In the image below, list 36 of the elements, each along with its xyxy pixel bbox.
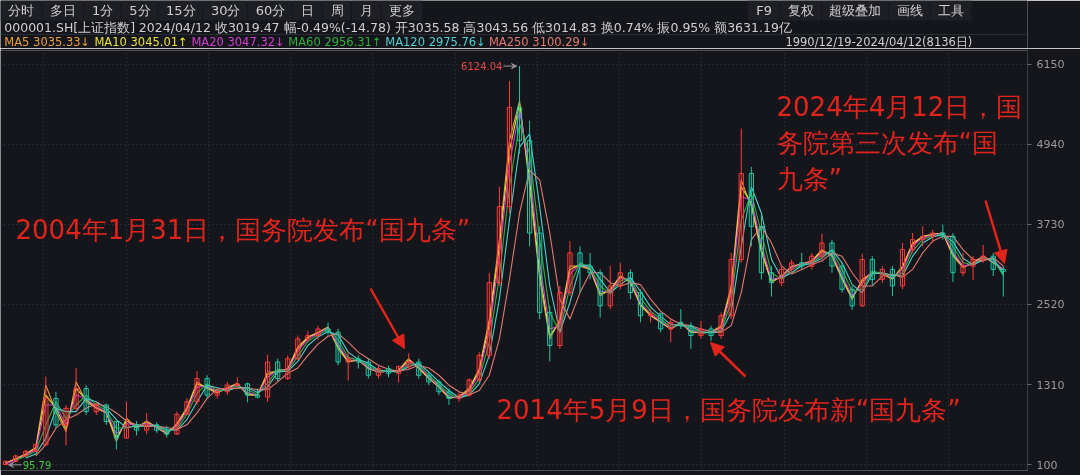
text: 多日: [50, 3, 77, 18]
y-tick-label: 100: [1036, 458, 1058, 472]
text: MA250 3100.29↓: [488, 35, 590, 49]
chart-subtitle: 2024/04/12 收3019.47 幅-0.49%(-14.78) 开3035.58 高3043.56 低3014.83 换0.74% 振0.95% 额3631.19亿: [138, 20, 792, 35]
annotation: 2014年5月9日，国务院发布新“国九条”: [496, 394, 961, 425]
text: MA10 3045.01↑: [94, 35, 188, 49]
text: 画线: [896, 3, 923, 18]
text: MA60 2956.31↑: [288, 35, 382, 49]
text: 周: [330, 3, 344, 18]
chart-title: 000001.SH[上证指数]: [4, 20, 136, 35]
text: 分时: [8, 3, 35, 18]
text: F9: [756, 3, 772, 18]
y-tick-label: 3730: [1036, 218, 1065, 232]
annotation: 2004年1月31日，国务院发布“国九条”: [15, 214, 471, 245]
text: MA20 3047.32↓: [191, 35, 285, 49]
text: 复权: [788, 3, 815, 18]
annotation: 95.79: [22, 459, 52, 471]
text: MA5 3035.33↓: [4, 35, 91, 49]
y-tick-label: 6150: [1036, 58, 1065, 72]
text: 30分: [210, 3, 241, 18]
text: 超级叠加: [829, 3, 882, 18]
text: MA120 2975.76↓: [385, 35, 486, 49]
annotation: 2024年4月12日，国务院第三次发布“国九条”: [776, 91, 1023, 194]
text: 1分: [92, 3, 114, 18]
text: 1990/12/19-2024/04/12(8136日): [785, 35, 973, 49]
y-tick-label: 2520: [1036, 298, 1065, 312]
text: 60分: [255, 3, 286, 18]
text: 更多: [389, 3, 416, 18]
text: 工具: [938, 3, 965, 18]
annotation: 6124.04: [461, 61, 503, 73]
y-tick-label: 4940: [1036, 138, 1065, 152]
text: 15分: [166, 3, 196, 18]
y-tick-label: 1310: [1036, 378, 1065, 392]
text: 5分: [129, 3, 151, 18]
text: 日: [301, 3, 315, 18]
text: 月: [360, 3, 374, 18]
